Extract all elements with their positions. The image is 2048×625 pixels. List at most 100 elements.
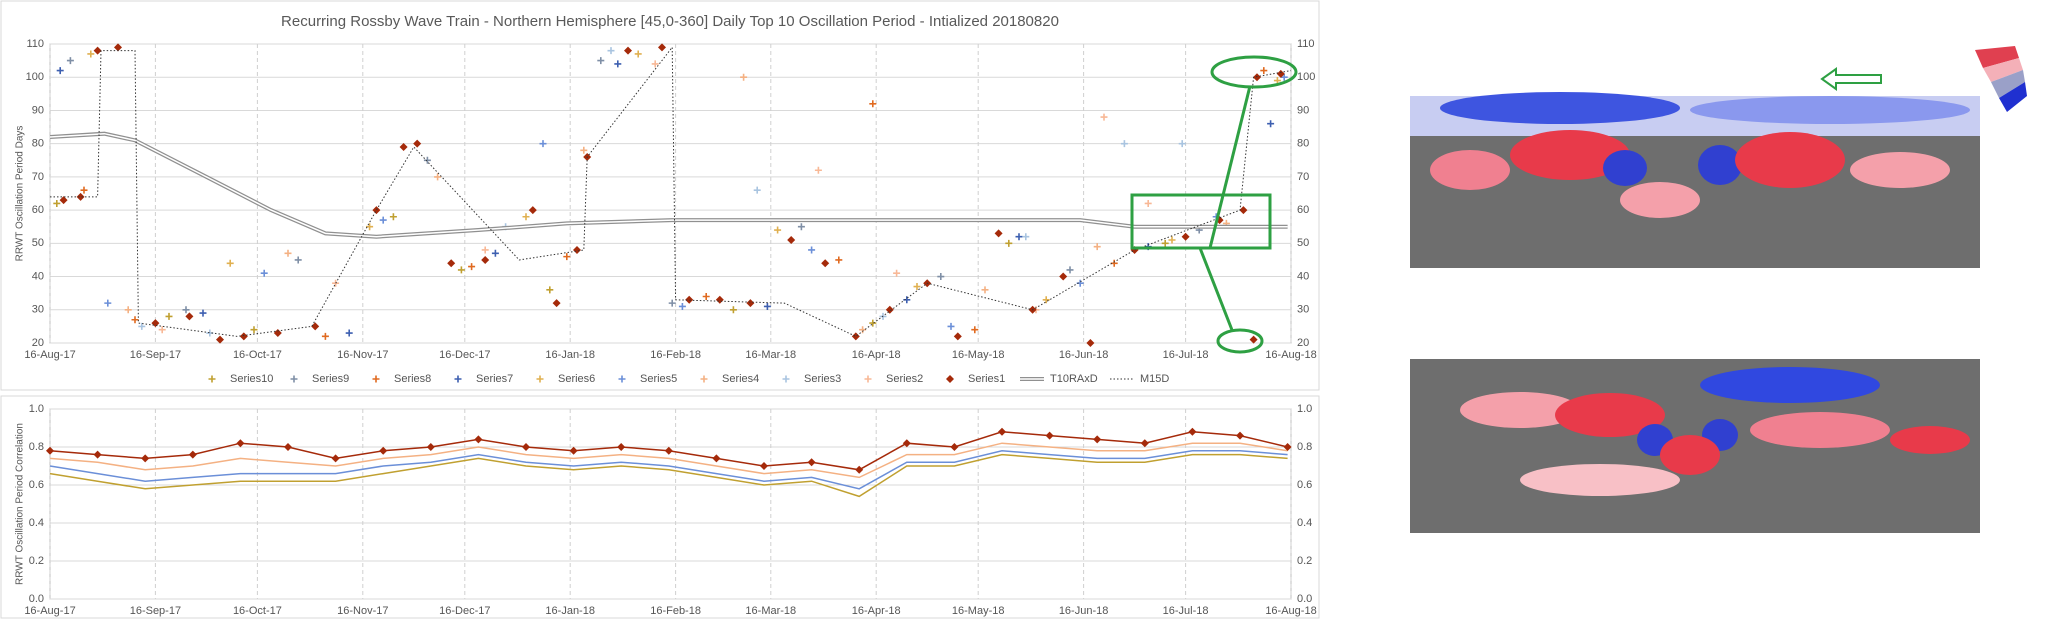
point: [389, 213, 397, 221]
point: [1178, 140, 1186, 148]
point: [573, 245, 581, 254]
point: [1042, 296, 1050, 304]
point: [284, 443, 292, 451]
legend-label: Series10: [230, 373, 273, 385]
x-tick-label: 16-Aug-17: [24, 605, 75, 617]
point: [93, 46, 102, 55]
point: [226, 259, 234, 267]
x-tick-label: 16-Feb-18: [650, 605, 701, 617]
x-tick-label: 16-Aug-18: [1265, 349, 1316, 361]
line-series: [50, 45, 1292, 337]
point: [760, 462, 768, 470]
point: [1100, 113, 1108, 121]
x-tick-label: 16-Jul-18: [1163, 349, 1209, 361]
x-tick-label: 16-Aug-18: [1265, 605, 1316, 617]
point: [522, 213, 530, 221]
point: [66, 57, 74, 65]
y-tick-label: 0.6: [29, 479, 44, 491]
legend-label: Series7: [476, 373, 513, 385]
y2-tick-label: 40: [1297, 270, 1309, 282]
point: [528, 206, 537, 215]
x-tick-label: 16-Jun-18: [1059, 605, 1109, 617]
x-tick-label: 16-Jan-18: [545, 605, 595, 617]
y2-tick-label: 100: [1297, 71, 1315, 83]
point: [182, 306, 190, 314]
y2-tick-label: 0.4: [1297, 517, 1312, 529]
point: [678, 302, 686, 310]
point: [1093, 435, 1102, 444]
point: [869, 319, 877, 327]
point: [539, 140, 547, 148]
x-tick-label: 16-Sep-17: [130, 605, 181, 617]
series-points: [104, 73, 1288, 330]
point: [1267, 120, 1275, 128]
x-tick-label: 16-Mar-18: [745, 605, 796, 617]
point: [1022, 233, 1030, 241]
point: [413, 139, 422, 148]
point: [273, 329, 282, 338]
point: [1086, 339, 1095, 347]
legend-label: M15D: [1140, 373, 1169, 385]
series-points: [138, 47, 1186, 337]
point: [76, 192, 85, 201]
point: [141, 454, 150, 463]
legend-label: Series6: [558, 373, 595, 385]
point: [284, 249, 292, 257]
map-top: [1410, 92, 1980, 268]
point: [481, 246, 489, 254]
connector: [1198, 247, 1234, 331]
y2-tick-label: 0.6: [1297, 479, 1312, 491]
x-tick-label: 16-Mar-18: [745, 349, 796, 361]
point: [859, 326, 867, 334]
series-points: [80, 67, 1268, 340]
point: [569, 446, 578, 455]
point: [250, 326, 258, 334]
y-tick-label: 70: [32, 171, 44, 183]
point: [93, 450, 102, 459]
point: [321, 332, 329, 340]
x-tick-label: 16-Dec-17: [439, 605, 490, 617]
point: [851, 332, 860, 341]
legend-label: Series4: [722, 373, 759, 385]
y-tick-label: 0.0: [29, 593, 44, 605]
point: [1276, 69, 1285, 78]
point: [53, 199, 61, 207]
point: [345, 329, 353, 337]
point: [763, 302, 771, 310]
legend-label: Series5: [640, 373, 677, 385]
legend-swatch: [946, 375, 954, 383]
point: [399, 142, 408, 151]
point: [634, 50, 642, 58]
point: [1140, 439, 1149, 448]
point: [1280, 73, 1288, 81]
highlight-ellipse: [1210, 55, 1298, 89]
annotations: [1130, 55, 1298, 354]
bottom-panel: [0, 395, 1320, 619]
point: [580, 146, 588, 154]
point: [46, 446, 54, 455]
arrow: [1820, 67, 1882, 91]
x-tick-label: 16-Oct-17: [233, 605, 282, 617]
point: [787, 236, 796, 245]
series-points: [59, 43, 1285, 347]
point: [1144, 199, 1152, 207]
point: [614, 60, 622, 68]
point: [668, 299, 676, 307]
line-series: [49, 442, 1288, 479]
point: [869, 100, 877, 108]
y2-tick-label: 30: [1297, 304, 1309, 316]
y-tick-label: 1.0: [29, 403, 44, 415]
point: [1249, 335, 1258, 344]
point: [1283, 443, 1292, 451]
x-tick-label: 16-Aug-17: [24, 349, 75, 361]
plot-area: [49, 408, 1292, 600]
point: [552, 299, 561, 308]
point: [138, 322, 146, 330]
x-tick-label: 16-May-18: [952, 349, 1005, 361]
x-tick-label: 16-Jul-18: [1163, 605, 1209, 617]
y2-tick-label: 0.2: [1297, 555, 1312, 567]
point: [712, 454, 721, 463]
x-tick-label: 16-Feb-18: [650, 349, 701, 361]
point: [331, 454, 340, 463]
